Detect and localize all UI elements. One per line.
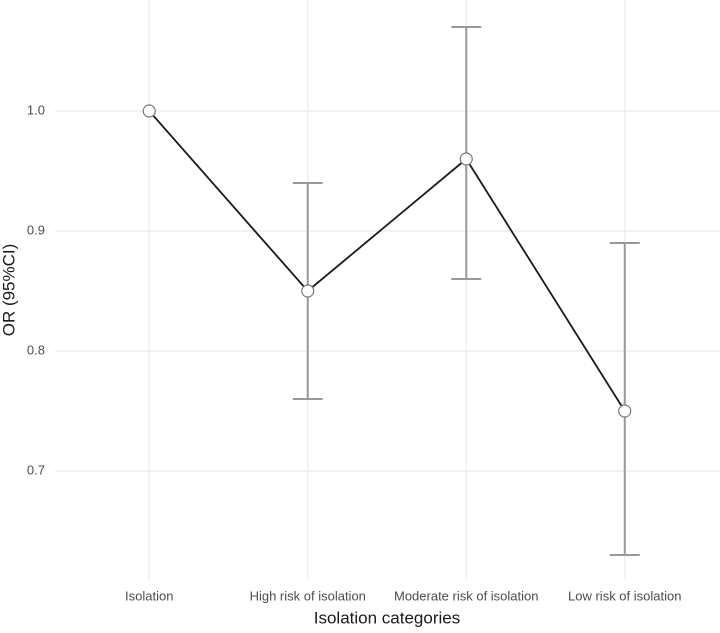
x-tick-label: High risk of isolation	[250, 588, 366, 603]
y-tick-label: 0.8	[27, 342, 45, 357]
point	[142, 104, 156, 118]
y-axis-title: OR (95%CI)	[0, 244, 18, 337]
y-tick-label: 0.7	[27, 462, 45, 477]
x-axis-title: Isolation categories	[314, 608, 460, 627]
x-tick-label: Isolation	[125, 588, 173, 603]
point	[301, 284, 315, 298]
y-tick-label: 0.9	[27, 222, 45, 237]
point	[618, 404, 632, 418]
line	[148, 110, 626, 412]
x-tick-label: Low risk of isolation	[568, 588, 681, 603]
point	[459, 152, 473, 166]
x-tick-label: Moderate risk of isolation	[394, 588, 539, 603]
y-tick-label: 1.0	[27, 102, 45, 117]
error-bar	[609, 242, 640, 556]
